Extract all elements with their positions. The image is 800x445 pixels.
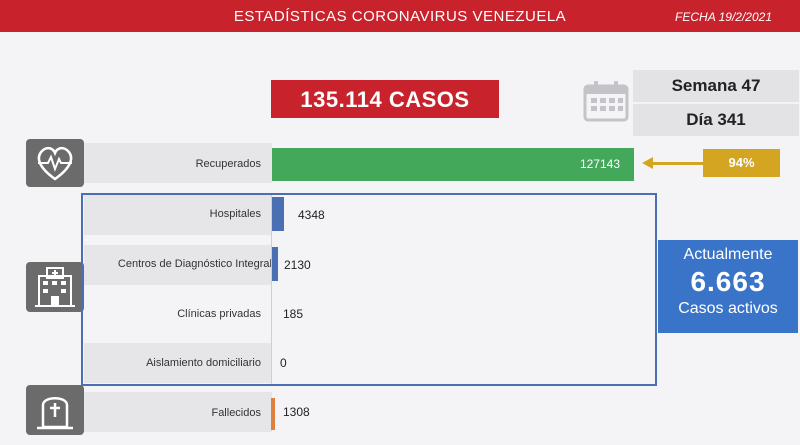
recovered-value: 127143 xyxy=(579,157,620,171)
header-bar xyxy=(0,0,800,32)
active-cases-box: Actualmente 6.663 Casos activos xyxy=(658,240,798,333)
home-isolation-value: 0 xyxy=(280,356,287,370)
arrow-line xyxy=(652,162,704,165)
hospital-icon xyxy=(26,262,84,312)
private-clinics-value: 185 xyxy=(283,307,304,321)
axis-divider xyxy=(271,193,272,386)
deceased-label: Fallecidos xyxy=(211,407,261,419)
cdi-label: Centros de Diagnóstico Integral xyxy=(117,258,272,270)
home-isolation-label: Aislamiento domiciliario xyxy=(146,357,261,369)
heart-pulse-icon xyxy=(26,139,84,187)
recovered-percent-badge: 94% xyxy=(703,149,780,177)
total-cases-badge: 135.114 CASOS xyxy=(271,80,499,118)
week-number: Semana 47 xyxy=(633,70,799,102)
calendar-icon xyxy=(582,80,630,122)
active-cases-caption-bottom: Casos activos xyxy=(678,300,778,317)
deceased-value: 1308 xyxy=(283,405,310,419)
day-number: Día 341 xyxy=(633,104,799,136)
deceased-bar xyxy=(271,398,275,430)
hospitals-row xyxy=(84,195,272,235)
deceased-row xyxy=(84,392,272,432)
active-cases-caption-top: Actualmente xyxy=(683,246,773,263)
hospitals-label: Hospitales xyxy=(209,208,261,220)
active-cases-number: 6.663 xyxy=(690,266,766,297)
arrow-left-icon xyxy=(642,157,653,169)
recovered-bar xyxy=(272,148,634,181)
cdi-value: 2130 xyxy=(284,258,311,272)
cdi-bar xyxy=(272,247,278,281)
report-date: FECHA 19/2/2021 xyxy=(675,10,772,24)
cdi-row-bg xyxy=(84,245,272,285)
active-cases-group-border xyxy=(81,193,657,386)
page-title: ESTADÍSTICAS CORONAVIRUS VENEZUELA xyxy=(233,8,567,25)
tombstone-icon xyxy=(26,385,84,435)
home-isolation-row xyxy=(84,343,272,383)
recovered-label: Recuperados xyxy=(195,158,261,170)
recovered-row xyxy=(84,143,272,183)
hospitals-value: 4348 xyxy=(298,208,325,222)
hospitals-bar xyxy=(272,197,284,231)
private-clinics-label: Clínicas privadas xyxy=(177,308,261,320)
